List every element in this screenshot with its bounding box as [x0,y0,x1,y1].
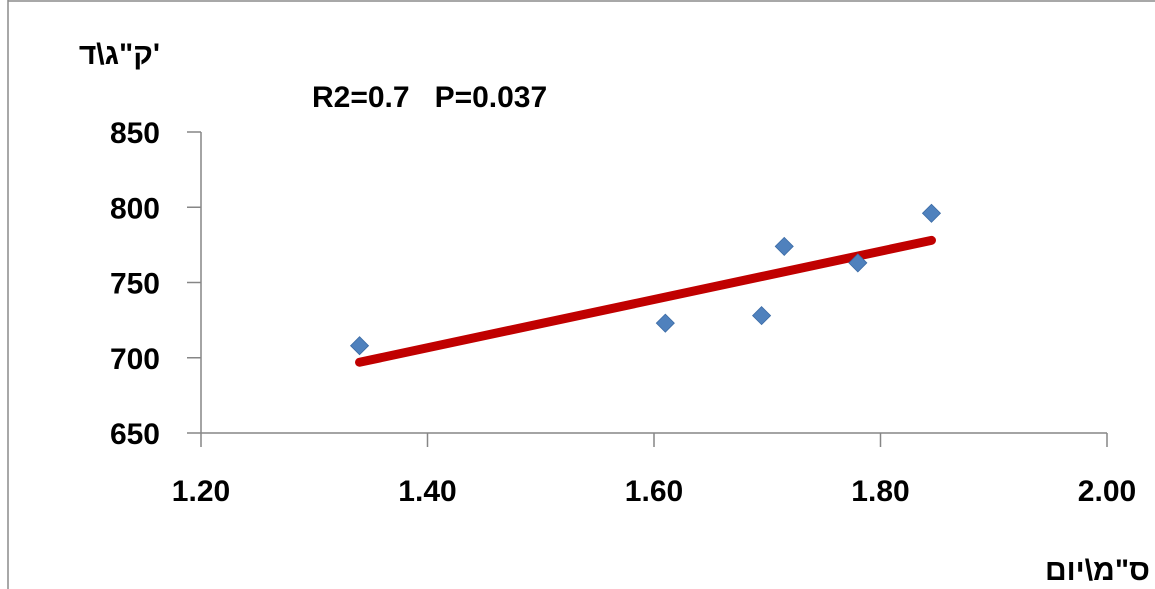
data-point [752,306,772,326]
x-tick-labels: 1.20 1.40 1.60 1.80 2.00 [172,475,1136,508]
y-tick-label: 650 [110,418,160,451]
trendline [355,235,936,367]
y-tick-label: 700 [110,343,160,376]
data-point [921,203,942,223]
x-tick-label: 1.40 [398,475,456,508]
data-point [655,313,675,333]
data-point [848,253,868,273]
y-tick-labels: 850 800 750 700 650 [110,117,160,451]
y-tick-label: 750 [110,268,160,301]
x-tick-label: 2.00 [1078,475,1136,508]
data-point [349,336,370,356]
y-axis-label: ק"ג\ד' [79,38,160,71]
x-axis-label: ס"מ\יום [1045,554,1150,587]
trendline-group [355,235,936,367]
axes [187,131,1108,447]
stats-annotation: R2=0.7 P=0.037 [312,81,547,114]
y-tick-label: 800 [110,192,160,225]
data-points [349,203,942,356]
x-tick-label: 1.60 [625,475,683,508]
x-tick-label: 1.20 [172,475,230,508]
x-tick-label: 1.80 [851,475,909,508]
data-point [774,236,794,256]
y-tick-label: 850 [110,117,160,150]
